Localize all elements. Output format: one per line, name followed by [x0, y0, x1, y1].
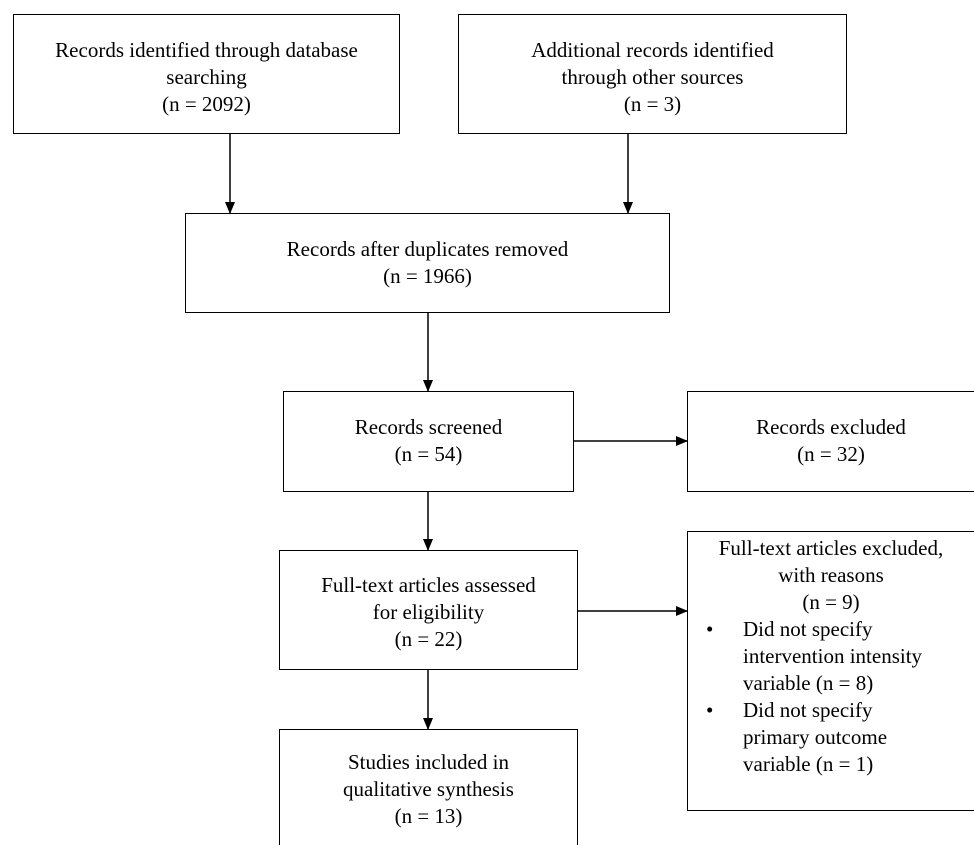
box-records-screened: Records screened (n = 54) [283, 391, 574, 492]
box-text-line: with reasons [778, 563, 884, 587]
box-text-line: (n = 13) [394, 804, 463, 828]
box-text-line: qualitative synthesis [343, 777, 514, 801]
reason-text-line: variable (n = 1) [743, 752, 874, 776]
box-text-line: Full-text articles excluded, [718, 536, 944, 560]
box-fulltext-assessed: Full-text articles assessed for eligibil… [279, 550, 578, 670]
exclusion-reasons-list: • Did not specify intervention intensity… [688, 616, 974, 778]
box-text-line: Records excluded [756, 415, 906, 439]
box-records-after-duplicates-removed: Records after duplicates removed (n = 19… [185, 213, 670, 313]
box-text-line: Full-text articles assessed [321, 573, 536, 597]
exclusion-reason-item: • Did not specify primary outcome variab… [688, 697, 974, 778]
box-text-line: (n = 22) [394, 627, 463, 651]
box-additional-records-other-sources: Additional records identified through ot… [458, 14, 847, 134]
reason-text-line: Did not specify [743, 617, 873, 641]
box-text-line: Records screened [354, 415, 503, 439]
box-text-line: searching [166, 65, 247, 89]
reason-text-line: primary outcome [743, 725, 888, 749]
reason-text-line: variable (n = 8) [743, 671, 874, 695]
box-text-line: Records after duplicates removed [286, 237, 569, 261]
box-text-line: through other sources [561, 65, 744, 89]
bullet-icon: • [706, 617, 714, 641]
box-text-line: (n = 2092) [162, 92, 251, 116]
box-text-line: Records identified through database [55, 38, 358, 62]
box-text-line: Additional records identified [531, 38, 774, 62]
box-fulltext-excluded-with-reasons: Full-text articles excluded, with reason… [687, 531, 974, 811]
reason-text-line: intervention intensity [743, 644, 923, 668]
box-records-identified-database: Records identified through database sear… [13, 14, 400, 134]
box-text-line: (n = 9) [802, 590, 860, 614]
reason-text-line: Did not specify [743, 698, 873, 722]
exclusion-reason-item: • Did not specify intervention intensity… [688, 616, 974, 697]
box-studies-included: Studies included in qualitative synthesi… [279, 729, 578, 845]
box-records-excluded: Records excluded (n = 32) [687, 391, 974, 492]
bullet-icon: • [706, 698, 714, 722]
box-text-line: (n = 3) [623, 92, 682, 116]
box-text-line: Studies included in [348, 750, 509, 774]
box-text-line: (n = 54) [394, 442, 463, 466]
box-text-line: (n = 1966) [383, 264, 472, 288]
box-text-line: (n = 32) [797, 442, 865, 466]
box-text-line: for eligibility [372, 600, 485, 624]
